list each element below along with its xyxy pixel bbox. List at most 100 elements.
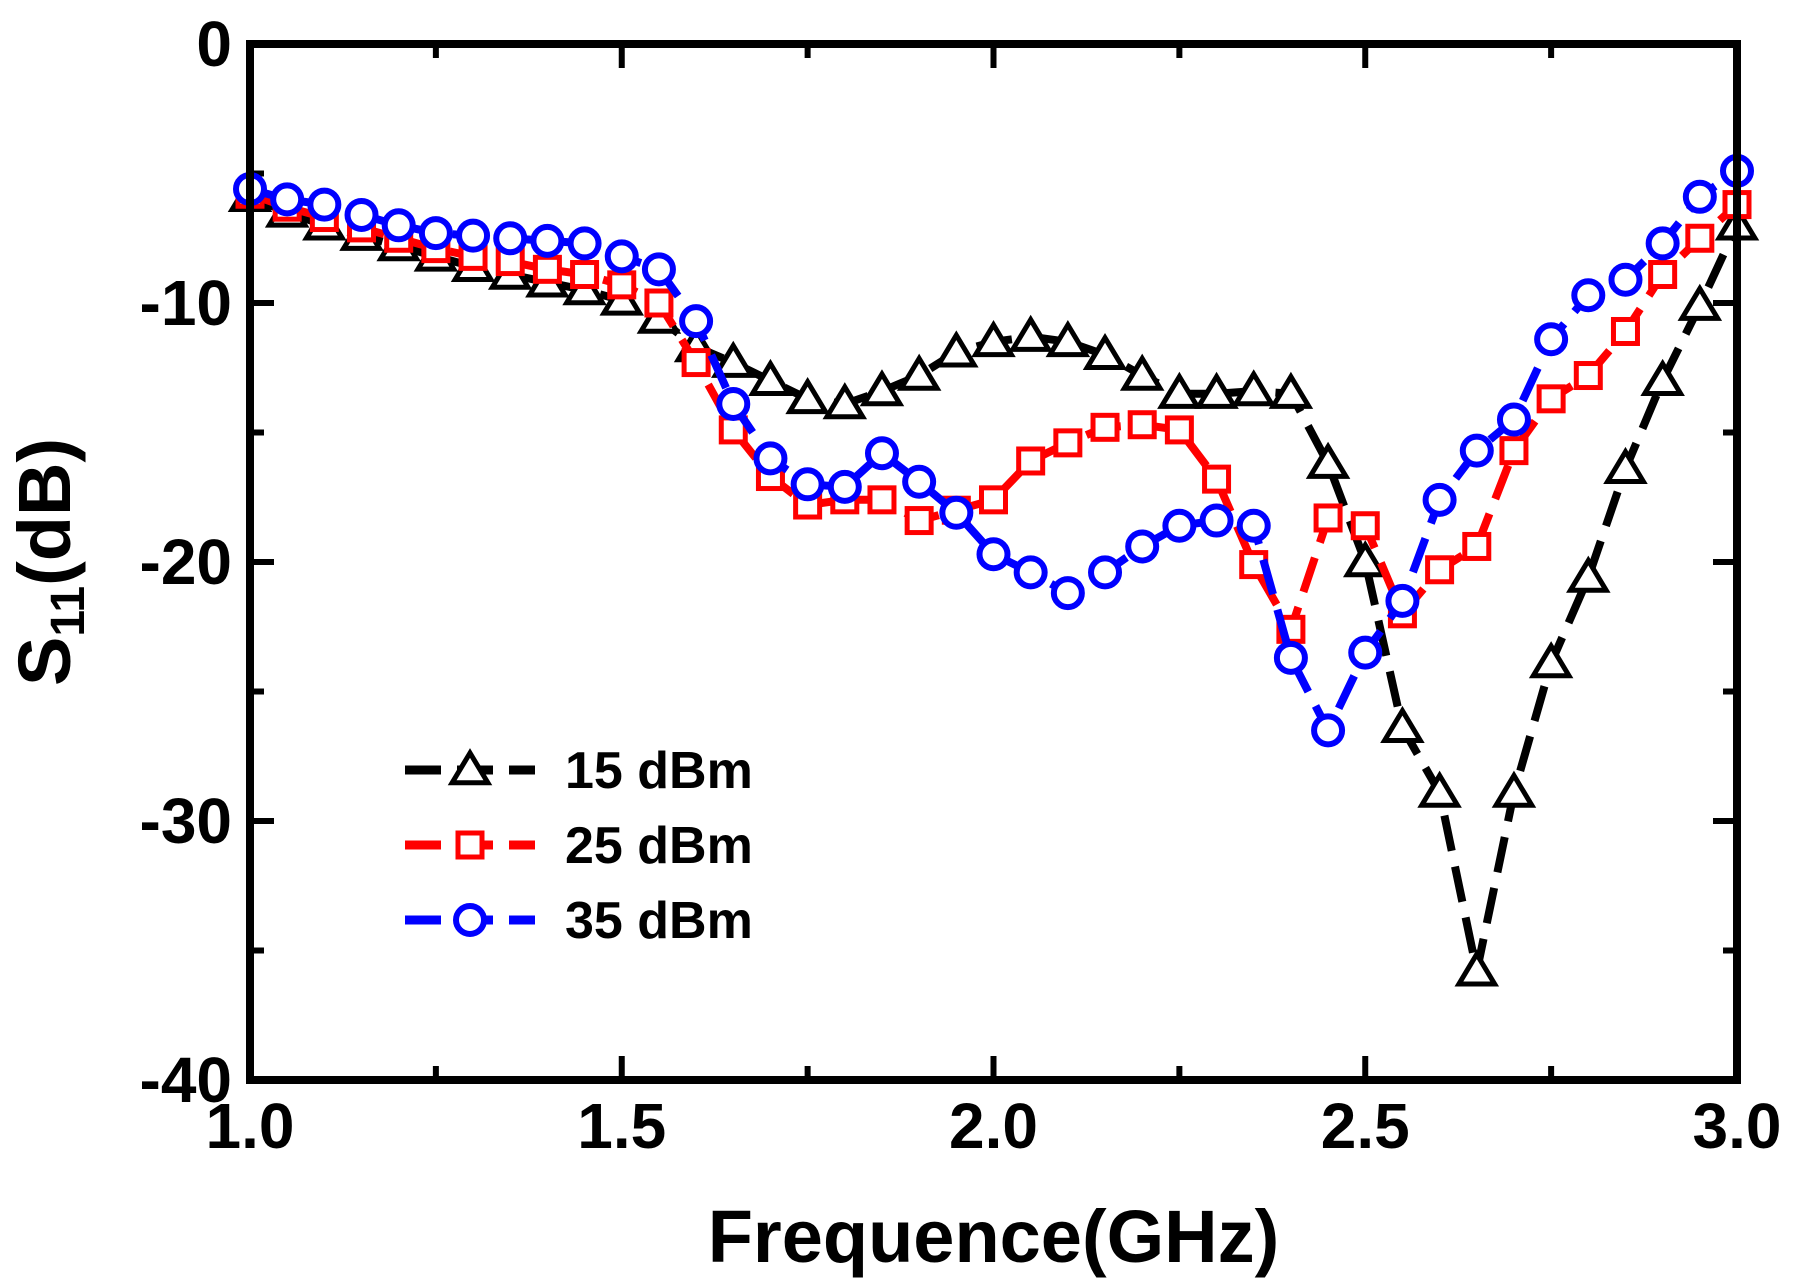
data-point bbox=[1417, 770, 1462, 808]
data-point bbox=[864, 436, 899, 471]
data-point bbox=[711, 340, 756, 378]
data-point bbox=[495, 247, 525, 277]
data-point bbox=[1534, 322, 1569, 357]
y-axis-title-suffix: (dB) bbox=[3, 438, 86, 586]
data-point bbox=[971, 319, 1016, 358]
data-point bbox=[307, 187, 342, 222]
data-point bbox=[570, 260, 600, 290]
data-point bbox=[1422, 482, 1457, 517]
data-point bbox=[939, 495, 974, 530]
data-point bbox=[1648, 260, 1678, 290]
y-tick-label: -40 bbox=[140, 1044, 233, 1116]
data-point bbox=[1231, 369, 1276, 407]
data-point bbox=[1608, 262, 1643, 297]
legend-label-0: 15 dBm bbox=[565, 742, 753, 800]
data-point bbox=[381, 208, 416, 243]
data-point bbox=[456, 218, 491, 253]
data-point bbox=[1645, 226, 1680, 261]
legend: 15 dBm 25 dBm 35 dBm bbox=[405, 742, 753, 950]
data-point bbox=[1350, 511, 1380, 541]
data-point bbox=[979, 485, 1008, 515]
data-point bbox=[1157, 371, 1202, 409]
data-point bbox=[1536, 384, 1566, 414]
data-point bbox=[867, 485, 897, 515]
data-point bbox=[934, 330, 979, 368]
data-point bbox=[641, 252, 676, 287]
data-point bbox=[1571, 278, 1606, 313]
data-point bbox=[1425, 555, 1455, 585]
y-tick-label: -20 bbox=[140, 526, 233, 598]
data-point bbox=[1496, 402, 1531, 437]
data-point bbox=[1682, 179, 1717, 214]
y-axis-title: S11(dB) bbox=[3, 438, 95, 686]
data-point bbox=[1640, 358, 1685, 396]
data-point bbox=[1090, 412, 1120, 442]
x-tick-label: 1.5 bbox=[577, 1090, 666, 1162]
data-point bbox=[1127, 410, 1157, 440]
x-tick-label: 2.5 bbox=[1321, 1090, 1410, 1162]
data-point bbox=[1125, 529, 1160, 564]
data-point bbox=[1348, 635, 1383, 670]
data-point bbox=[344, 197, 379, 232]
data-point bbox=[1342, 540, 1388, 578]
x-tick-label: 3.0 bbox=[1693, 1090, 1782, 1162]
data-point bbox=[1677, 283, 1723, 321]
data-point bbox=[976, 537, 1011, 572]
data-point bbox=[679, 304, 714, 339]
x-tick-label: 2.0 bbox=[949, 1090, 1038, 1162]
legend-marker-1 bbox=[455, 830, 485, 860]
data-point bbox=[1162, 508, 1197, 543]
data-point bbox=[1313, 503, 1343, 533]
data-point bbox=[896, 353, 942, 391]
data-point bbox=[1685, 223, 1715, 253]
data-point bbox=[604, 239, 639, 274]
data-point bbox=[1566, 555, 1611, 593]
data-point bbox=[1499, 436, 1529, 466]
data-point bbox=[1236, 508, 1271, 543]
data-point bbox=[1045, 319, 1091, 358]
data-point bbox=[716, 387, 751, 422]
data-point bbox=[1528, 641, 1574, 679]
data-point bbox=[1273, 640, 1308, 675]
data-point bbox=[1199, 503, 1234, 538]
data-point bbox=[532, 254, 562, 284]
data-point bbox=[1119, 353, 1165, 391]
data-point bbox=[567, 226, 602, 261]
data-point bbox=[1053, 428, 1083, 458]
y-axis-title-main: S bbox=[3, 637, 86, 686]
legend-label-1: 25 dBm bbox=[565, 817, 753, 875]
data-point bbox=[607, 270, 637, 300]
data-point bbox=[1305, 441, 1351, 479]
data-point bbox=[1164, 415, 1194, 445]
data-point bbox=[1088, 555, 1123, 590]
svg-text:S11(dB): S11(dB) bbox=[3, 438, 95, 686]
data-point bbox=[1082, 332, 1128, 371]
series-layer bbox=[227, 153, 1760, 987]
legend-marker-2 bbox=[453, 903, 487, 937]
data-point bbox=[1462, 531, 1492, 561]
data-point bbox=[1268, 371, 1314, 409]
x-axis-title: Frequence(GHz) bbox=[708, 1195, 1280, 1278]
data-point bbox=[1573, 361, 1603, 391]
data-point bbox=[827, 469, 862, 504]
data-point bbox=[748, 358, 793, 396]
series-line-1 bbox=[248, 190, 1740, 634]
data-point bbox=[1194, 371, 1239, 409]
data-point bbox=[1603, 446, 1648, 485]
y-axis-title-subscript: 11 bbox=[42, 586, 95, 637]
tick-labels: 1.0 1.5 2.0 2.5 3.0 0 -10 -20 -30 -40 bbox=[140, 8, 1782, 1162]
data-point bbox=[1459, 433, 1494, 468]
legend-marker-0 bbox=[447, 748, 493, 786]
data-point bbox=[644, 288, 674, 318]
data-point bbox=[1016, 446, 1046, 476]
data-point bbox=[1008, 314, 1053, 352]
data-point bbox=[1013, 555, 1048, 590]
y-tick-label: -10 bbox=[140, 267, 233, 339]
data-point bbox=[418, 216, 453, 251]
data-point bbox=[753, 441, 788, 476]
y-tick-label: -30 bbox=[140, 785, 233, 857]
data-point bbox=[493, 221, 528, 256]
data-point bbox=[1202, 464, 1232, 494]
data-point bbox=[790, 467, 825, 502]
